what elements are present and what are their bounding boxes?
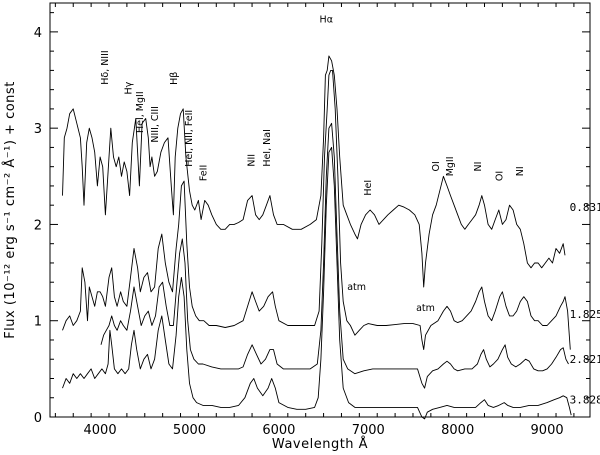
epoch-labels: 0.831d 1.825d 2.821d 3.828d bbox=[570, 201, 600, 407]
x-tick-label: 4000 bbox=[84, 423, 117, 438]
line-id-label: Hγ bbox=[123, 81, 134, 94]
epoch-label: 2.821d bbox=[570, 353, 600, 366]
line-id-label: NI bbox=[515, 166, 526, 176]
spectrum-line-2.821d bbox=[100, 122, 569, 389]
line-id-label: NI bbox=[473, 162, 484, 172]
axis-ticks bbox=[50, 3, 590, 418]
line-id-label: OI bbox=[431, 161, 442, 171]
line-id-label: HeI, NaI bbox=[262, 129, 273, 167]
line-id-label: MgII bbox=[445, 156, 456, 176]
y-axis-title: Flux (10⁻¹² erg s⁻¹ cm⁻² Å⁻¹) + const bbox=[2, 81, 18, 339]
x-tick-label: 5000 bbox=[173, 423, 206, 438]
x-tick-label: 7000 bbox=[352, 423, 385, 438]
epoch-label: 1.825d bbox=[570, 308, 600, 321]
x-axis-title: Wavelength Å bbox=[272, 436, 368, 452]
line-id-label: atm bbox=[416, 303, 435, 314]
spectra-series bbox=[62, 55, 572, 420]
line-id-label: NII bbox=[247, 154, 258, 167]
x-tick-label: 8000 bbox=[441, 423, 474, 438]
line-id-label: Hδ, NIII bbox=[100, 50, 111, 85]
line-id-label: OI bbox=[494, 171, 505, 181]
y-tick-label: 4 bbox=[34, 26, 42, 41]
line-id-label: atm bbox=[347, 282, 366, 293]
y-tick-label: 0 bbox=[34, 411, 42, 426]
spectrum-line-3.828d bbox=[62, 146, 572, 420]
y-tick-label: 2 bbox=[34, 218, 42, 233]
line-id-label: FeII bbox=[199, 165, 210, 181]
line-id-label: HeI, NII, FeII bbox=[184, 110, 195, 167]
spectrum-line-1.825d bbox=[62, 69, 571, 351]
x-tick-label: 9000 bbox=[531, 423, 564, 438]
x-tick-label: 6000 bbox=[262, 423, 295, 438]
plot-frame bbox=[49, 2, 591, 418]
line-id-label: HeI, MgII bbox=[135, 91, 146, 133]
line-id-label: NIII, CIII bbox=[150, 106, 161, 143]
line-id-label: Hα bbox=[320, 14, 333, 25]
line-id-label: HeI bbox=[363, 180, 374, 196]
y-tick-label: 1 bbox=[34, 315, 42, 330]
epoch-label: 3.828d bbox=[570, 394, 600, 407]
line-id-label: Hβ bbox=[169, 72, 180, 85]
y-tick-label: 3 bbox=[34, 122, 42, 137]
epoch-label: 0.831d bbox=[570, 201, 600, 214]
axis-tick-labels: 4000 5000 6000 7000 8000 9000 0 1 2 3 4 bbox=[34, 26, 564, 438]
spectrum-line-0.831d bbox=[62, 55, 566, 288]
